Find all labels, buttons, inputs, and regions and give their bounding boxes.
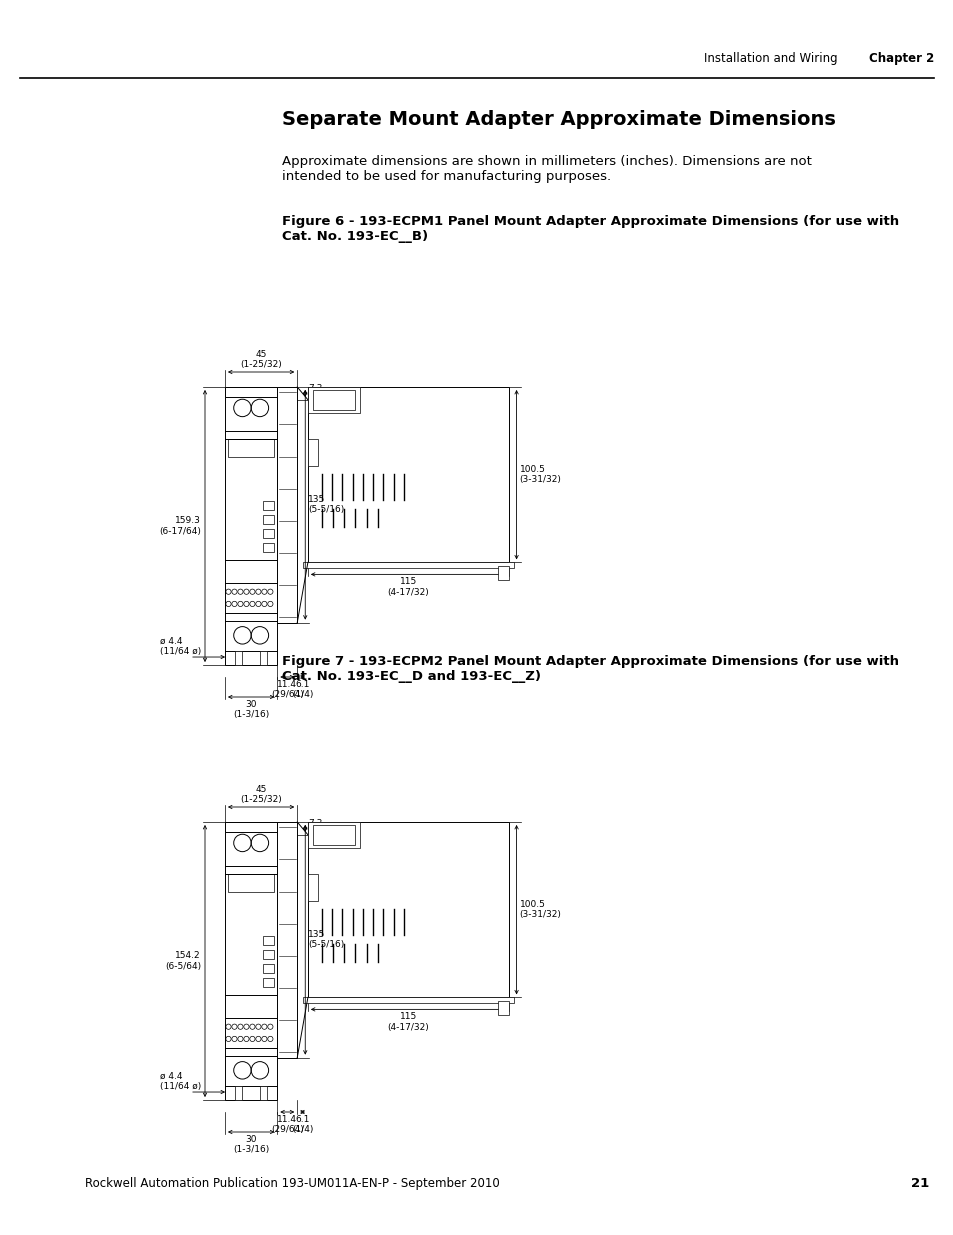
Bar xyxy=(308,387,360,414)
Bar xyxy=(263,963,274,973)
Text: 11.4
(29/64): 11.4 (29/64) xyxy=(271,1115,303,1135)
Bar xyxy=(235,651,242,664)
Text: Approximate dimensions are shown in millimeters (inches). Dimensions are not
int: Approximate dimensions are shown in mill… xyxy=(282,156,811,183)
Text: 21: 21 xyxy=(910,1177,928,1191)
Bar xyxy=(229,874,274,892)
Text: Figure 7 - 193-ECPM2 Panel Mount Adapter Approximate Dimensions (for use with
Ca: Figure 7 - 193-ECPM2 Panel Mount Adapter… xyxy=(282,655,898,683)
Text: Figure 6 - 193-ECPM1 Panel Mount Adapter Approximate Dimensions (for use with
Ca: Figure 6 - 193-ECPM1 Panel Mount Adapter… xyxy=(282,215,898,243)
Bar xyxy=(308,440,318,466)
Text: 135
(5-5/16): 135 (5-5/16) xyxy=(308,495,344,515)
Bar xyxy=(302,562,514,568)
Bar xyxy=(225,823,277,832)
Bar xyxy=(259,1086,267,1100)
Text: 100.5
(3-31/32): 100.5 (3-31/32) xyxy=(519,900,561,919)
Bar xyxy=(263,501,274,510)
Text: Chapter 2: Chapter 2 xyxy=(868,52,933,65)
Bar xyxy=(308,823,360,848)
Text: ø 4.4
(11/64 ø): ø 4.4 (11/64 ø) xyxy=(160,1072,201,1091)
Text: 7.3
(9/32): 7.3 (9/32) xyxy=(308,384,335,403)
Text: 6.1
(1/4): 6.1 (1/4) xyxy=(292,680,313,699)
Bar xyxy=(263,936,274,945)
Bar xyxy=(308,874,318,900)
Text: Installation and Wiring: Installation and Wiring xyxy=(703,52,837,65)
Text: ø 4.4
(11/64 ø): ø 4.4 (11/64 ø) xyxy=(160,636,201,656)
Text: 135
(5-5/16): 135 (5-5/16) xyxy=(308,930,344,950)
Bar xyxy=(225,387,277,664)
Text: 154.2
(6-5/64): 154.2 (6-5/64) xyxy=(165,951,201,971)
Text: 6.1
(1/4): 6.1 (1/4) xyxy=(292,1115,313,1135)
Text: 45
(1-25/32): 45 (1-25/32) xyxy=(240,350,282,369)
Text: Separate Mount Adapter Approximate Dimensions: Separate Mount Adapter Approximate Dimen… xyxy=(282,110,835,128)
Text: 45
(1-25/32): 45 (1-25/32) xyxy=(240,784,282,804)
Text: 11.4
(29/64): 11.4 (29/64) xyxy=(271,680,303,699)
Bar xyxy=(225,387,277,398)
Bar xyxy=(302,998,514,1003)
Bar xyxy=(235,1086,242,1100)
Text: 115
(4-17/32): 115 (4-17/32) xyxy=(387,578,429,597)
Bar xyxy=(263,515,274,524)
Text: 115
(4-17/32): 115 (4-17/32) xyxy=(387,1013,429,1031)
Text: 30
(1-3/16): 30 (1-3/16) xyxy=(233,700,269,720)
Text: 100.5
(3-31/32): 100.5 (3-31/32) xyxy=(519,466,561,484)
Bar xyxy=(308,823,508,998)
Bar xyxy=(497,566,508,580)
Bar xyxy=(313,825,355,845)
Bar xyxy=(263,543,274,552)
Bar xyxy=(497,1000,508,1015)
Bar xyxy=(225,823,277,1100)
Bar xyxy=(308,387,508,562)
Text: 159.3
(6-17/64): 159.3 (6-17/64) xyxy=(159,516,201,536)
Bar xyxy=(277,823,297,1057)
Text: 7.3
(9/32): 7.3 (9/32) xyxy=(308,819,335,839)
Bar xyxy=(263,950,274,958)
Bar xyxy=(259,651,267,664)
Text: Rockwell Automation Publication 193-UM011A-EN-P - September 2010: Rockwell Automation Publication 193-UM01… xyxy=(85,1177,499,1191)
Bar xyxy=(263,978,274,987)
Bar xyxy=(277,387,297,622)
Bar xyxy=(313,390,355,410)
Bar xyxy=(263,529,274,537)
Bar xyxy=(229,440,274,457)
Text: 30
(1-3/16): 30 (1-3/16) xyxy=(233,1135,269,1155)
